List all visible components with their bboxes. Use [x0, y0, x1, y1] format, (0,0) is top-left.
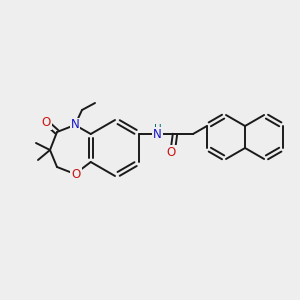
- Text: N: N: [70, 118, 80, 131]
- Text: O: O: [71, 167, 81, 181]
- Text: N: N: [153, 128, 161, 140]
- Text: H: H: [154, 124, 162, 134]
- Text: O: O: [41, 116, 51, 130]
- Text: O: O: [167, 146, 176, 158]
